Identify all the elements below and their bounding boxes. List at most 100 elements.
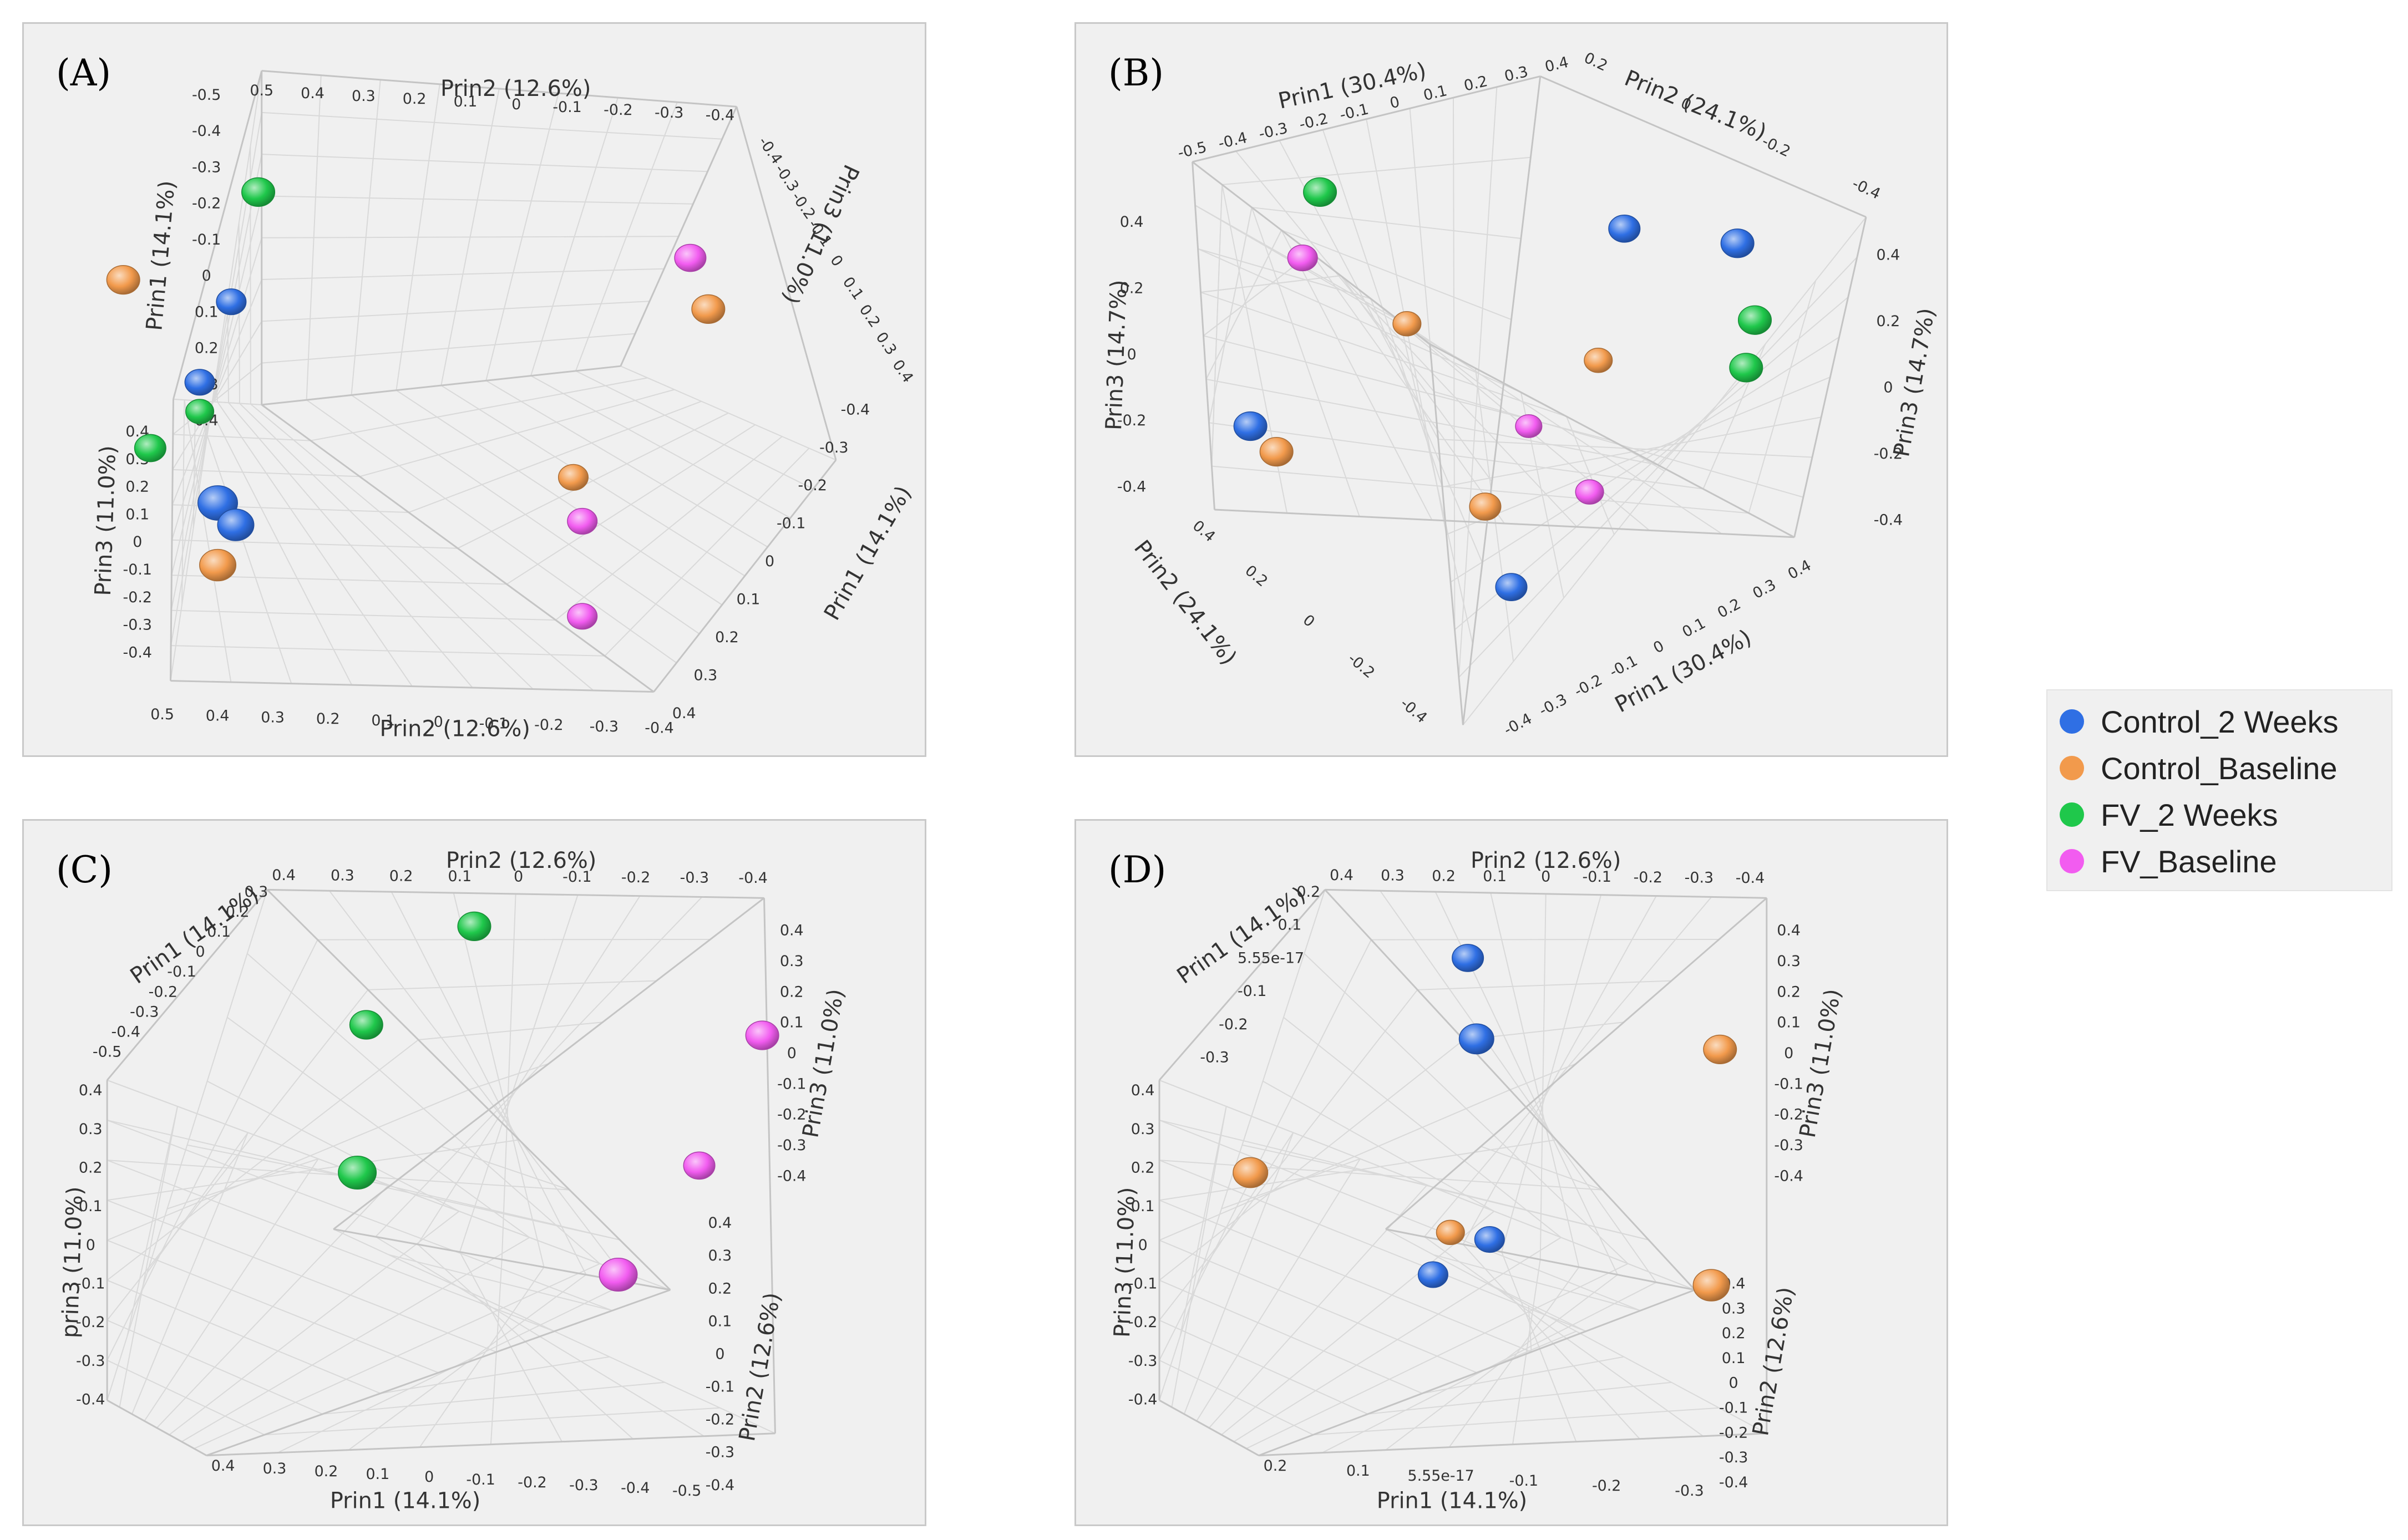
tick-label: 0.2 xyxy=(125,479,149,496)
data-point xyxy=(1436,1219,1465,1246)
tick-label: 0 xyxy=(1784,1045,1793,1062)
tick-label: 0.4 xyxy=(1777,922,1801,939)
legend-item: Control_Baseline xyxy=(2060,745,2391,791)
tick-label: -0.2 xyxy=(1592,1477,1621,1495)
legend-swatch xyxy=(2060,756,2084,780)
grid-line xyxy=(1159,1139,1557,1201)
grid-line xyxy=(1159,1279,1423,1394)
box-edge xyxy=(261,365,621,406)
tick-label: -0.2 xyxy=(788,189,818,223)
tick-label: 0.4 xyxy=(1131,1082,1155,1099)
data-point xyxy=(1469,492,1502,521)
tick-label: 0.4 xyxy=(672,705,696,722)
point-sphere xyxy=(1608,214,1641,243)
tick-label: -0.2 xyxy=(621,869,650,886)
grid-line xyxy=(1200,1132,1294,1273)
grid-line xyxy=(1221,1158,1361,1209)
legend-item: FV_Baseline xyxy=(2060,838,2391,885)
box-edge xyxy=(1385,897,1767,1230)
grid-line xyxy=(215,375,219,402)
data-point xyxy=(134,434,166,462)
tick-label: 0.4 xyxy=(1877,247,1900,264)
point-sphere xyxy=(1259,436,1294,467)
grid-line xyxy=(1208,207,1253,423)
data-point xyxy=(745,1020,779,1050)
point-sphere xyxy=(1474,1226,1505,1253)
data-point xyxy=(349,1010,383,1040)
data-point xyxy=(557,464,589,491)
data-point xyxy=(199,548,237,582)
tick-label: -0.1 xyxy=(1338,100,1370,124)
grid-line xyxy=(171,539,458,549)
tick-label: 0.3 xyxy=(261,709,285,726)
tick-label: 0.2 xyxy=(1296,883,1320,901)
data-point xyxy=(1287,245,1318,272)
box-edge xyxy=(1158,889,1326,1081)
plot-c: 0.4 0.3 0.2 0.1 0 -0.1 -0.2 -0.3 -0.40.30.20.10-… xyxy=(57,848,849,1514)
grid-line xyxy=(1206,378,1658,466)
grid-line xyxy=(194,1263,600,1450)
data-point xyxy=(1474,1226,1505,1253)
tick-label: -0.2 xyxy=(192,195,221,212)
tick-label: 0.3 xyxy=(79,1121,103,1138)
data-point xyxy=(599,1257,638,1292)
axis-title: Prin2 (12.6%) xyxy=(1748,1285,1799,1437)
tick-label: -0.4 xyxy=(1719,1474,1748,1491)
axis-title: Prin2 (12.6%) xyxy=(1471,848,1621,873)
tick-label: -0.4 xyxy=(645,720,673,737)
box-edge xyxy=(736,106,837,460)
panel-label-c: (C) xyxy=(56,848,113,891)
grid-line xyxy=(250,403,594,691)
data-point xyxy=(567,507,598,535)
tick-label: 0.3 xyxy=(708,1247,732,1264)
tick-label: 0.1 xyxy=(366,1466,389,1483)
tick-label: 0.2 xyxy=(195,340,219,357)
tick-label: 0.4 xyxy=(206,708,230,725)
point-sphere xyxy=(1495,573,1528,601)
grid-line xyxy=(459,894,579,1252)
tick-label: 0.1 xyxy=(1131,1198,1155,1215)
tick-label: -0.2 xyxy=(1874,445,1903,462)
tick-label: -0.2 xyxy=(1117,412,1146,429)
tick-label: -0.4 xyxy=(192,123,221,140)
grid-line xyxy=(1340,275,1578,527)
panel-label-a: (A) xyxy=(56,52,111,94)
box-edge xyxy=(1325,888,1767,899)
tick-label: 0.2 xyxy=(1462,73,1489,95)
tick-label: -0.1 xyxy=(123,561,152,578)
point-sphere xyxy=(557,464,589,491)
box-edge xyxy=(261,404,655,693)
point-sphere xyxy=(1458,1023,1494,1055)
tick-label: -0.4 xyxy=(1128,1391,1157,1409)
axis-title: Prin1 (14.1%) xyxy=(819,481,917,624)
grid-line xyxy=(261,333,636,364)
grid-line xyxy=(1400,321,1473,644)
grid-line xyxy=(1340,275,1493,482)
grid-line xyxy=(107,1360,265,1436)
tick-label: 0.3 xyxy=(1131,1121,1155,1138)
box-edge xyxy=(1258,1289,1695,1456)
point-sphere xyxy=(691,294,726,324)
grid-line xyxy=(228,402,473,688)
tick-label: -0.1 xyxy=(562,868,591,886)
grid-line xyxy=(146,1132,249,1273)
tick-label: 0.5 xyxy=(250,82,273,99)
grid-line xyxy=(440,1146,570,1191)
tick-label: -0.3 xyxy=(1774,1137,1803,1154)
grid-line xyxy=(1385,1228,1767,1434)
tick-label: -0.2 xyxy=(1634,869,1662,886)
tick-label: -0.3 xyxy=(1675,1482,1704,1500)
tick-label: -0.1 xyxy=(777,515,805,532)
axis-title: Prin2 (12.6%) xyxy=(440,76,591,101)
tick-label: 0.4 xyxy=(211,1457,235,1475)
tick-label: 0.4 xyxy=(272,867,296,884)
grid-line xyxy=(1450,337,1840,583)
point-sphere xyxy=(1392,311,1422,337)
tick-label: 0.2 xyxy=(1877,313,1900,330)
legend-item: FV_2 Weeks xyxy=(2060,791,2391,838)
grid-line xyxy=(1221,1211,1495,1436)
tick-label: 0.2 xyxy=(1777,983,1801,1000)
tick-label: 0 xyxy=(434,714,443,731)
box-edge xyxy=(107,1399,207,1456)
tick-label: 0.2 xyxy=(715,629,739,646)
